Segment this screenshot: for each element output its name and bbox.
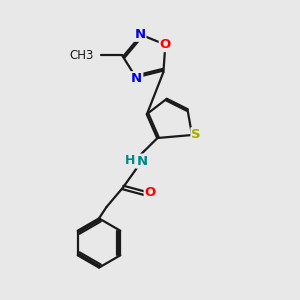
Text: N: N (131, 72, 142, 85)
Text: N: N (136, 154, 148, 168)
Text: O: O (160, 38, 171, 51)
Text: O: O (145, 186, 156, 200)
Text: S: S (191, 128, 201, 141)
Text: H: H (125, 154, 136, 167)
Text: N: N (134, 28, 146, 41)
Text: CH3: CH3 (69, 49, 94, 62)
